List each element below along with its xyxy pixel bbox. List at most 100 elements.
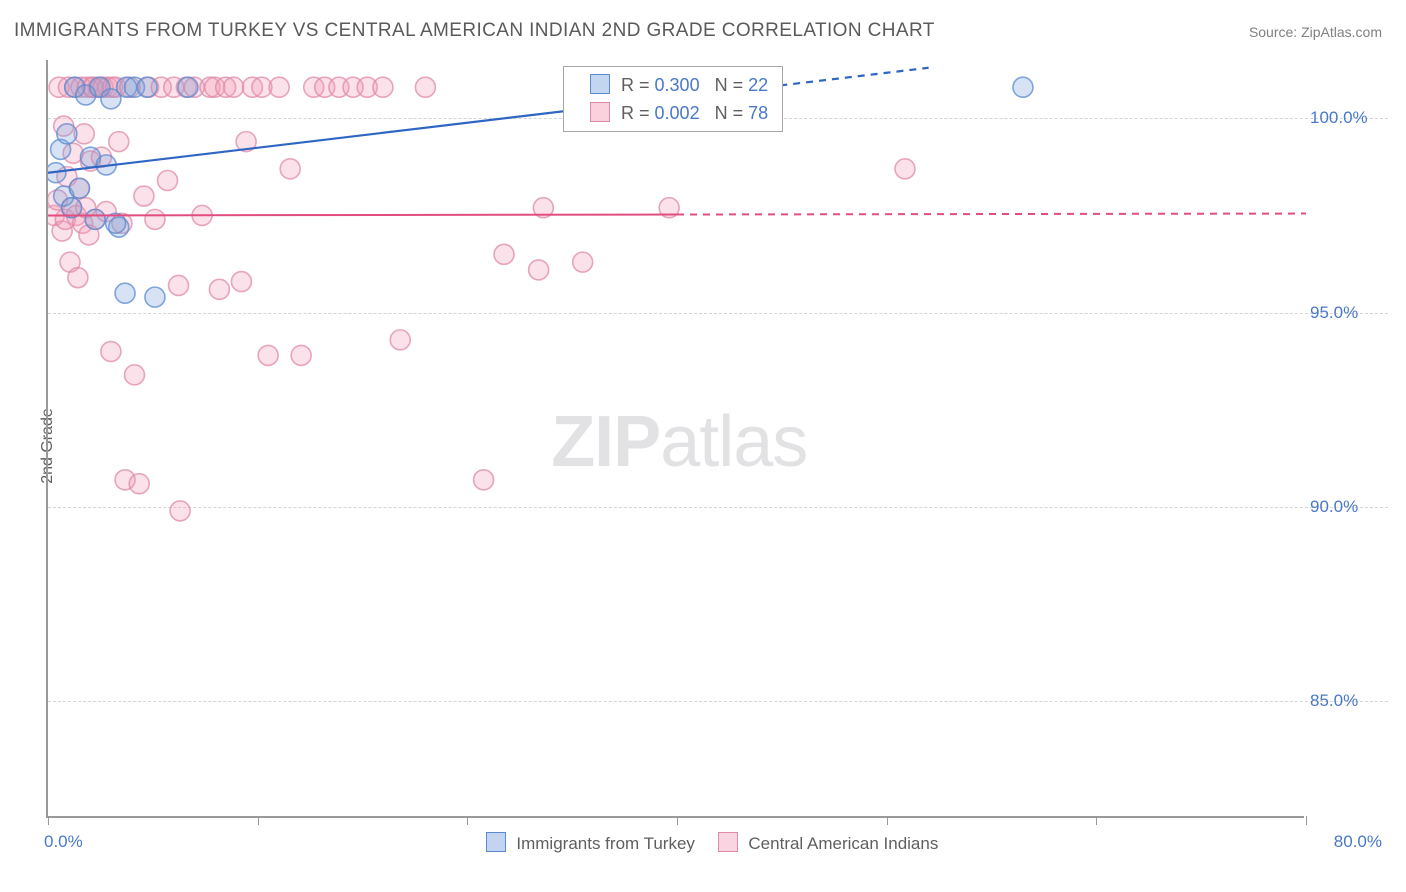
scatter-point-cai	[236, 132, 256, 152]
scatter-svg	[48, 60, 1306, 818]
scatter-point-cai	[390, 330, 410, 350]
trend-dashed-cai	[677, 214, 1306, 215]
x-tick	[258, 816, 259, 825]
scatter-point-cai	[209, 279, 229, 299]
scatter-point-turkey	[57, 124, 77, 144]
r-value: 0.300	[655, 75, 700, 95]
legend-swatch-turkey	[486, 832, 506, 852]
scatter-point-cai	[474, 470, 494, 490]
scatter-point-cai	[216, 77, 236, 97]
scatter-point-cai	[242, 77, 262, 97]
scatter-point-turkey	[90, 77, 110, 97]
scatter-point-turkey	[115, 283, 135, 303]
scatter-point-cai	[115, 470, 135, 490]
legend-label-turkey: Immigrants from Turkey	[516, 834, 695, 853]
scatter-point-cai	[48, 190, 67, 210]
scatter-point-cai	[494, 244, 514, 264]
scatter-point-turkey	[137, 77, 157, 97]
scatter-point-turkey	[62, 198, 82, 218]
scatter-point-cai	[52, 221, 72, 241]
gridline-h	[48, 701, 1388, 702]
scatter-point-cai	[158, 171, 178, 191]
n-value: 22	[748, 75, 768, 95]
scatter-point-cai	[74, 124, 94, 144]
scatter-point-cai	[200, 77, 220, 97]
y-tick-label: 85.0%	[1310, 691, 1358, 711]
x-tick	[677, 816, 678, 825]
x-tick	[1096, 816, 1097, 825]
scatter-point-cai	[169, 275, 189, 295]
watermark-rest: atlas	[660, 402, 807, 482]
scatter-point-cai	[205, 77, 225, 97]
y-tick-label: 95.0%	[1310, 303, 1358, 323]
scatter-point-cai	[134, 186, 154, 206]
scatter-point-turkey	[106, 213, 126, 233]
gridline-h	[48, 313, 1388, 314]
scatter-point-cai	[85, 209, 105, 229]
scatter-point-cai	[129, 474, 149, 494]
trend-solid-cai	[48, 215, 677, 216]
scatter-point-cai	[49, 77, 69, 97]
r-value: 0.002	[655, 103, 700, 123]
n-label: N =	[715, 75, 749, 95]
scatter-point-cai	[66, 205, 86, 225]
scatter-point-cai	[82, 77, 102, 97]
scatter-point-turkey	[117, 77, 137, 97]
scatter-point-turkey	[65, 77, 85, 97]
scatter-point-cai	[258, 345, 278, 365]
scatter-point-cai	[71, 77, 91, 97]
source-credit: Source: ZipAtlas.com	[1249, 24, 1382, 40]
scatter-point-cai	[106, 77, 126, 97]
y-tick-label: 90.0%	[1310, 497, 1358, 517]
scatter-point-turkey	[80, 147, 100, 167]
scatter-point-cai	[231, 272, 251, 292]
n-label: N =	[715, 103, 749, 123]
scatter-point-cai	[48, 205, 64, 225]
top-legend-swatch	[590, 74, 610, 94]
scatter-point-cai	[329, 77, 349, 97]
source-name: ZipAtlas.com	[1301, 24, 1382, 40]
scatter-point-cai	[109, 132, 129, 152]
scatter-point-turkey	[1013, 77, 1033, 97]
scatter-point-cai	[291, 345, 311, 365]
scatter-point-cai	[170, 501, 190, 521]
scatter-point-cai	[151, 77, 171, 97]
scatter-point-cai	[304, 77, 324, 97]
scatter-point-turkey	[101, 89, 121, 109]
scatter-point-cai	[65, 77, 85, 97]
scatter-point-cai	[373, 77, 393, 97]
top-legend-row-turkey: R = 0.300 N = 22	[572, 71, 768, 99]
top-legend-swatch	[590, 102, 610, 122]
scatter-point-cai	[269, 77, 289, 97]
scatter-point-cai	[357, 77, 377, 97]
scatter-point-cai	[529, 260, 549, 280]
scatter-point-turkey	[51, 139, 71, 159]
scatter-point-cai	[55, 209, 75, 229]
chart-title: IMMIGRANTS FROM TURKEY VS CENTRAL AMERIC…	[14, 20, 935, 42]
scatter-point-turkey	[48, 163, 66, 183]
scatter-point-turkey	[109, 217, 129, 237]
scatter-point-cai	[184, 77, 204, 97]
scatter-point-cai	[139, 77, 159, 97]
scatter-point-cai	[280, 159, 300, 179]
scatter-point-cai	[98, 77, 118, 97]
x-tick	[887, 816, 888, 825]
watermark-bold: ZIP	[551, 402, 660, 482]
r-label: R =	[621, 75, 655, 95]
scatter-point-turkey	[76, 85, 96, 105]
scatter-point-cai	[124, 365, 144, 385]
scatter-point-cai	[96, 202, 116, 222]
scatter-point-turkey	[69, 178, 89, 198]
scatter-point-cai	[164, 77, 184, 97]
scatter-point-cai	[112, 213, 132, 233]
scatter-point-cai	[62, 198, 82, 218]
scatter-point-cai	[145, 209, 165, 229]
gridline-h	[48, 507, 1388, 508]
chart-plot-area: ZIPatlas	[46, 60, 1304, 818]
scatter-point-cai	[573, 252, 593, 272]
scatter-point-cai	[57, 167, 77, 187]
scatter-point-cai	[76, 198, 96, 218]
scatter-point-cai	[58, 77, 78, 97]
x-tick	[467, 816, 468, 825]
scatter-point-turkey	[178, 77, 198, 97]
